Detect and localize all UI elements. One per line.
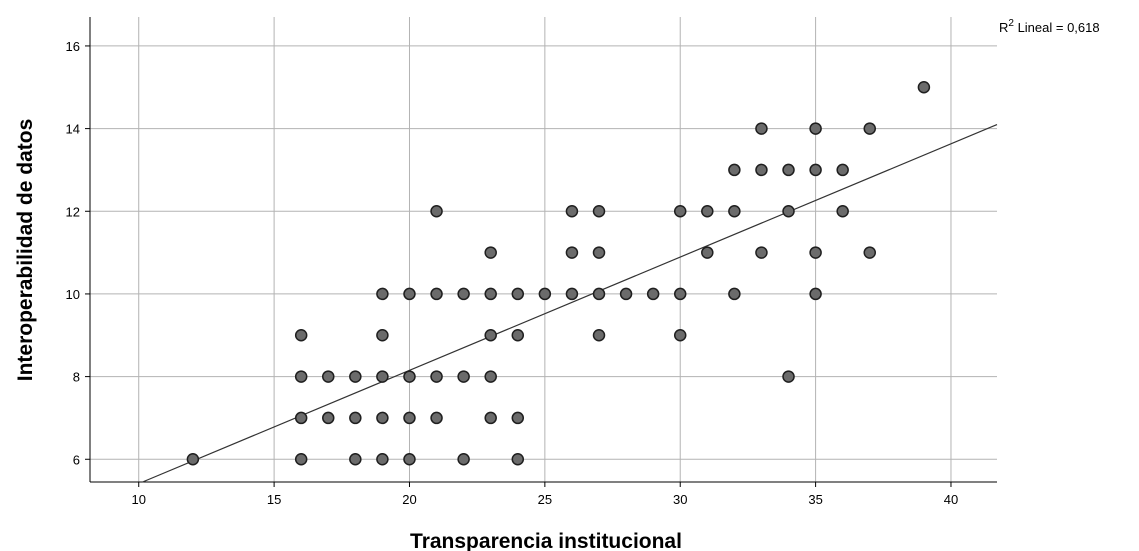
data-point — [538, 287, 552, 301]
data-point — [376, 370, 389, 383]
data-point — [376, 287, 389, 301]
data-point — [484, 246, 497, 259]
grid — [90, 17, 997, 482]
x-tick-label: 15 — [267, 492, 281, 507]
x-tick-label: 10 — [131, 492, 145, 507]
data-point — [619, 287, 633, 301]
data-point — [349, 411, 362, 425]
data-point — [430, 205, 443, 218]
fit-line — [142, 123, 998, 483]
y-tick-label: 12 — [66, 204, 80, 219]
data-point — [565, 246, 579, 259]
data-points — [186, 81, 931, 466]
r-squared-suffix: Lineal = 0,618 — [1014, 20, 1100, 35]
data-point — [349, 453, 362, 466]
data-point — [511, 453, 525, 466]
data-point — [294, 329, 308, 342]
x-tick-label: 20 — [402, 492, 416, 507]
data-point — [836, 205, 849, 218]
data-point — [376, 411, 389, 425]
data-point — [430, 370, 443, 383]
data-point — [511, 287, 525, 301]
data-point — [403, 453, 416, 466]
y-tick-label: 6 — [73, 452, 80, 467]
data-point — [322, 370, 335, 383]
r-squared-prefix: R — [999, 20, 1008, 35]
data-point — [403, 370, 416, 383]
data-point — [376, 453, 389, 466]
data-point — [403, 287, 416, 301]
data-point — [755, 163, 768, 177]
y-tick-label: 14 — [66, 122, 80, 137]
data-point — [755, 122, 768, 135]
data-point — [809, 163, 822, 177]
data-point — [782, 370, 795, 383]
data-point — [782, 205, 795, 218]
data-point — [782, 163, 795, 177]
data-point — [755, 246, 768, 259]
data-point — [484, 411, 497, 425]
data-point — [728, 205, 741, 218]
x-axis-title: Transparencia institucional — [410, 530, 682, 551]
data-point — [646, 287, 660, 301]
data-point — [592, 246, 606, 259]
x-tick-label: 35 — [808, 492, 822, 507]
y-tick-label: 8 — [73, 370, 80, 385]
data-point — [809, 287, 822, 301]
axes — [85, 17, 997, 487]
data-point — [484, 370, 497, 383]
data-point — [701, 246, 714, 259]
data-point — [917, 81, 931, 94]
data-point — [457, 370, 470, 383]
data-point — [376, 329, 389, 342]
data-point — [673, 287, 687, 301]
y-axis-title: Interoperabilidad de datos — [14, 119, 37, 382]
x-tick-label: 30 — [673, 492, 687, 507]
data-point — [592, 205, 606, 218]
y-tick-label: 16 — [66, 39, 80, 54]
data-point — [863, 246, 876, 259]
x-tick-label: 25 — [538, 492, 552, 507]
data-point — [457, 453, 470, 466]
data-point — [186, 453, 200, 466]
data-point — [863, 122, 876, 135]
data-point — [673, 329, 687, 342]
data-point — [349, 370, 362, 383]
data-point — [511, 329, 525, 342]
data-point — [294, 370, 308, 383]
r-squared-superscript: 2 — [1008, 18, 1014, 29]
data-point — [294, 453, 308, 466]
data-point — [484, 329, 497, 342]
data-point — [701, 205, 714, 218]
data-point — [592, 287, 606, 301]
data-point — [430, 287, 443, 301]
r-squared-label: R2 Lineal = 0,618 — [999, 18, 1100, 35]
data-point — [511, 411, 525, 425]
data-point — [836, 163, 849, 177]
data-point — [809, 246, 822, 259]
data-point — [294, 411, 308, 425]
x-tick-label: 40 — [944, 492, 958, 507]
data-point — [403, 411, 416, 425]
y-tick-label: 10 — [66, 287, 80, 302]
data-point — [565, 287, 579, 301]
data-point — [322, 411, 335, 425]
data-point — [457, 287, 470, 301]
data-point — [484, 287, 497, 301]
data-point — [728, 287, 741, 301]
tick-labels: 10 15 20 25 30 35 40 6 8 10 12 14 16 — [66, 39, 959, 507]
data-point — [430, 411, 443, 425]
data-point — [592, 329, 606, 342]
data-point — [673, 205, 687, 218]
fit-line-layer — [142, 123, 998, 483]
data-point — [728, 163, 741, 177]
data-point — [565, 205, 579, 218]
data-point — [809, 122, 822, 135]
